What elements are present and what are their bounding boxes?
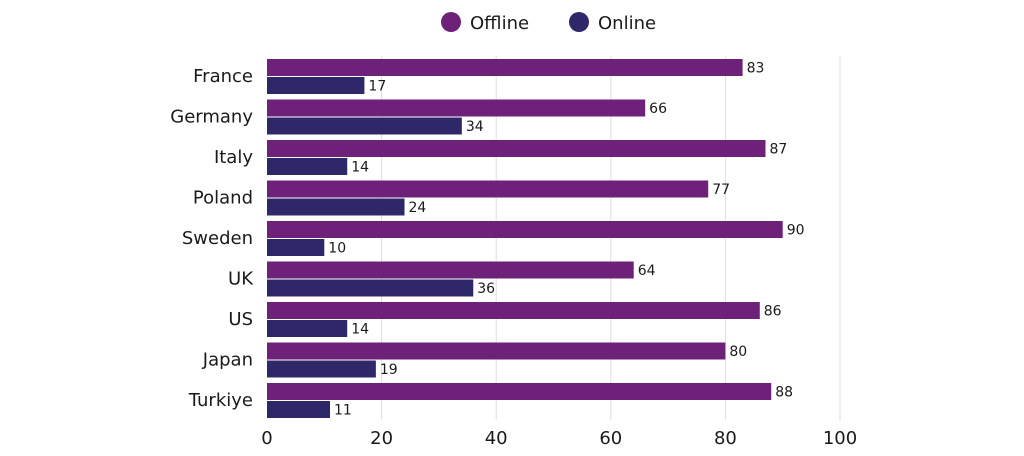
value-label: 80 — [729, 344, 747, 360]
x-tick-label: 60 — [599, 428, 622, 449]
value-label: 87 — [770, 142, 788, 158]
value-label: 11 — [334, 403, 352, 419]
bar-online-japan — [267, 360, 376, 378]
value-label: 88 — [775, 385, 793, 401]
category-label: Germany — [170, 107, 253, 128]
value-label: 19 — [380, 362, 398, 378]
bar-offline-sweden — [267, 221, 783, 238]
legend-label-online: Online — [598, 13, 656, 34]
category-labels: France Germany Italy Poland Sweden UK US Japan T… — [170, 66, 254, 411]
bar-online-uk — [267, 279, 474, 297]
bar-online-us — [267, 320, 348, 337]
x-axis-ticks: 0 20 40 60 80 100 — [261, 428, 857, 449]
value-label: 17 — [368, 79, 386, 95]
x-tick-label: 20 — [370, 428, 393, 449]
category-label: Japan — [202, 350, 253, 371]
value-label: 36 — [477, 281, 495, 297]
category-label: UK — [228, 269, 254, 290]
bar-online-turkiye — [267, 401, 331, 418]
category-label: Italy — [214, 147, 253, 168]
legend-label-offline: Offline — [470, 13, 529, 34]
legend-swatch-offline — [441, 12, 461, 32]
category-label: Sweden — [182, 228, 253, 249]
x-tick-label: 0 — [261, 428, 272, 449]
value-label: 90 — [787, 223, 805, 239]
value-label: 64 — [638, 263, 656, 279]
bar-offline-poland — [267, 180, 709, 198]
bar-offline-germany — [267, 99, 646, 117]
legend-swatch-online — [569, 12, 589, 32]
bar-offline-turkiye — [267, 383, 772, 400]
bar-offline-italy — [267, 140, 766, 157]
category-label: Poland — [193, 188, 253, 209]
value-label: 86 — [764, 304, 782, 320]
value-label: 77 — [712, 182, 730, 198]
x-tick-label: 40 — [485, 428, 508, 449]
x-tick-label: 100 — [823, 428, 857, 449]
bar-online-sweden — [267, 239, 325, 256]
bar-online-italy — [267, 158, 348, 175]
value-label: 34 — [466, 119, 484, 135]
legend: Offline Online — [441, 12, 656, 34]
bars: 83 17 66 34 87 14 77 24 90 10 64 36 86 14 80 19 88 11 — [267, 59, 805, 419]
bar-offline-uk — [267, 261, 634, 279]
bar-online-germany — [267, 117, 462, 135]
value-label: 10 — [328, 241, 346, 257]
x-tick-label: 80 — [714, 428, 737, 449]
category-label: Turkiye — [188, 390, 253, 411]
bar-offline-france — [267, 59, 743, 76]
value-label: 14 — [351, 160, 369, 176]
value-label: 83 — [747, 61, 765, 77]
category-label: France — [193, 66, 253, 87]
bar-online-poland — [267, 198, 405, 216]
bar-offline-us — [267, 302, 760, 319]
value-label: 24 — [409, 200, 427, 216]
value-label: 14 — [351, 322, 369, 338]
bar-online-france — [267, 77, 365, 94]
category-label: US — [228, 309, 253, 330]
bar-offline-japan — [267, 342, 726, 360]
value-label: 66 — [649, 101, 667, 117]
